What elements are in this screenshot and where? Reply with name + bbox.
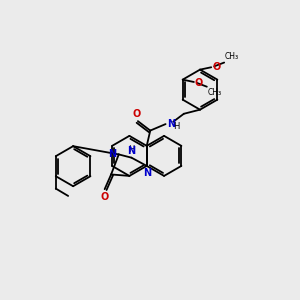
Text: O: O [195, 78, 203, 88]
Text: H: H [128, 145, 135, 154]
Text: O: O [132, 109, 140, 119]
Text: N: N [167, 119, 175, 129]
Text: O: O [212, 62, 220, 72]
Text: N: N [143, 168, 151, 178]
Text: N: N [108, 149, 116, 159]
Text: CH₃: CH₃ [207, 88, 221, 97]
Text: N: N [128, 146, 136, 157]
Text: H: H [172, 122, 179, 130]
Text: CH₃: CH₃ [225, 52, 239, 62]
Text: O: O [100, 192, 109, 202]
